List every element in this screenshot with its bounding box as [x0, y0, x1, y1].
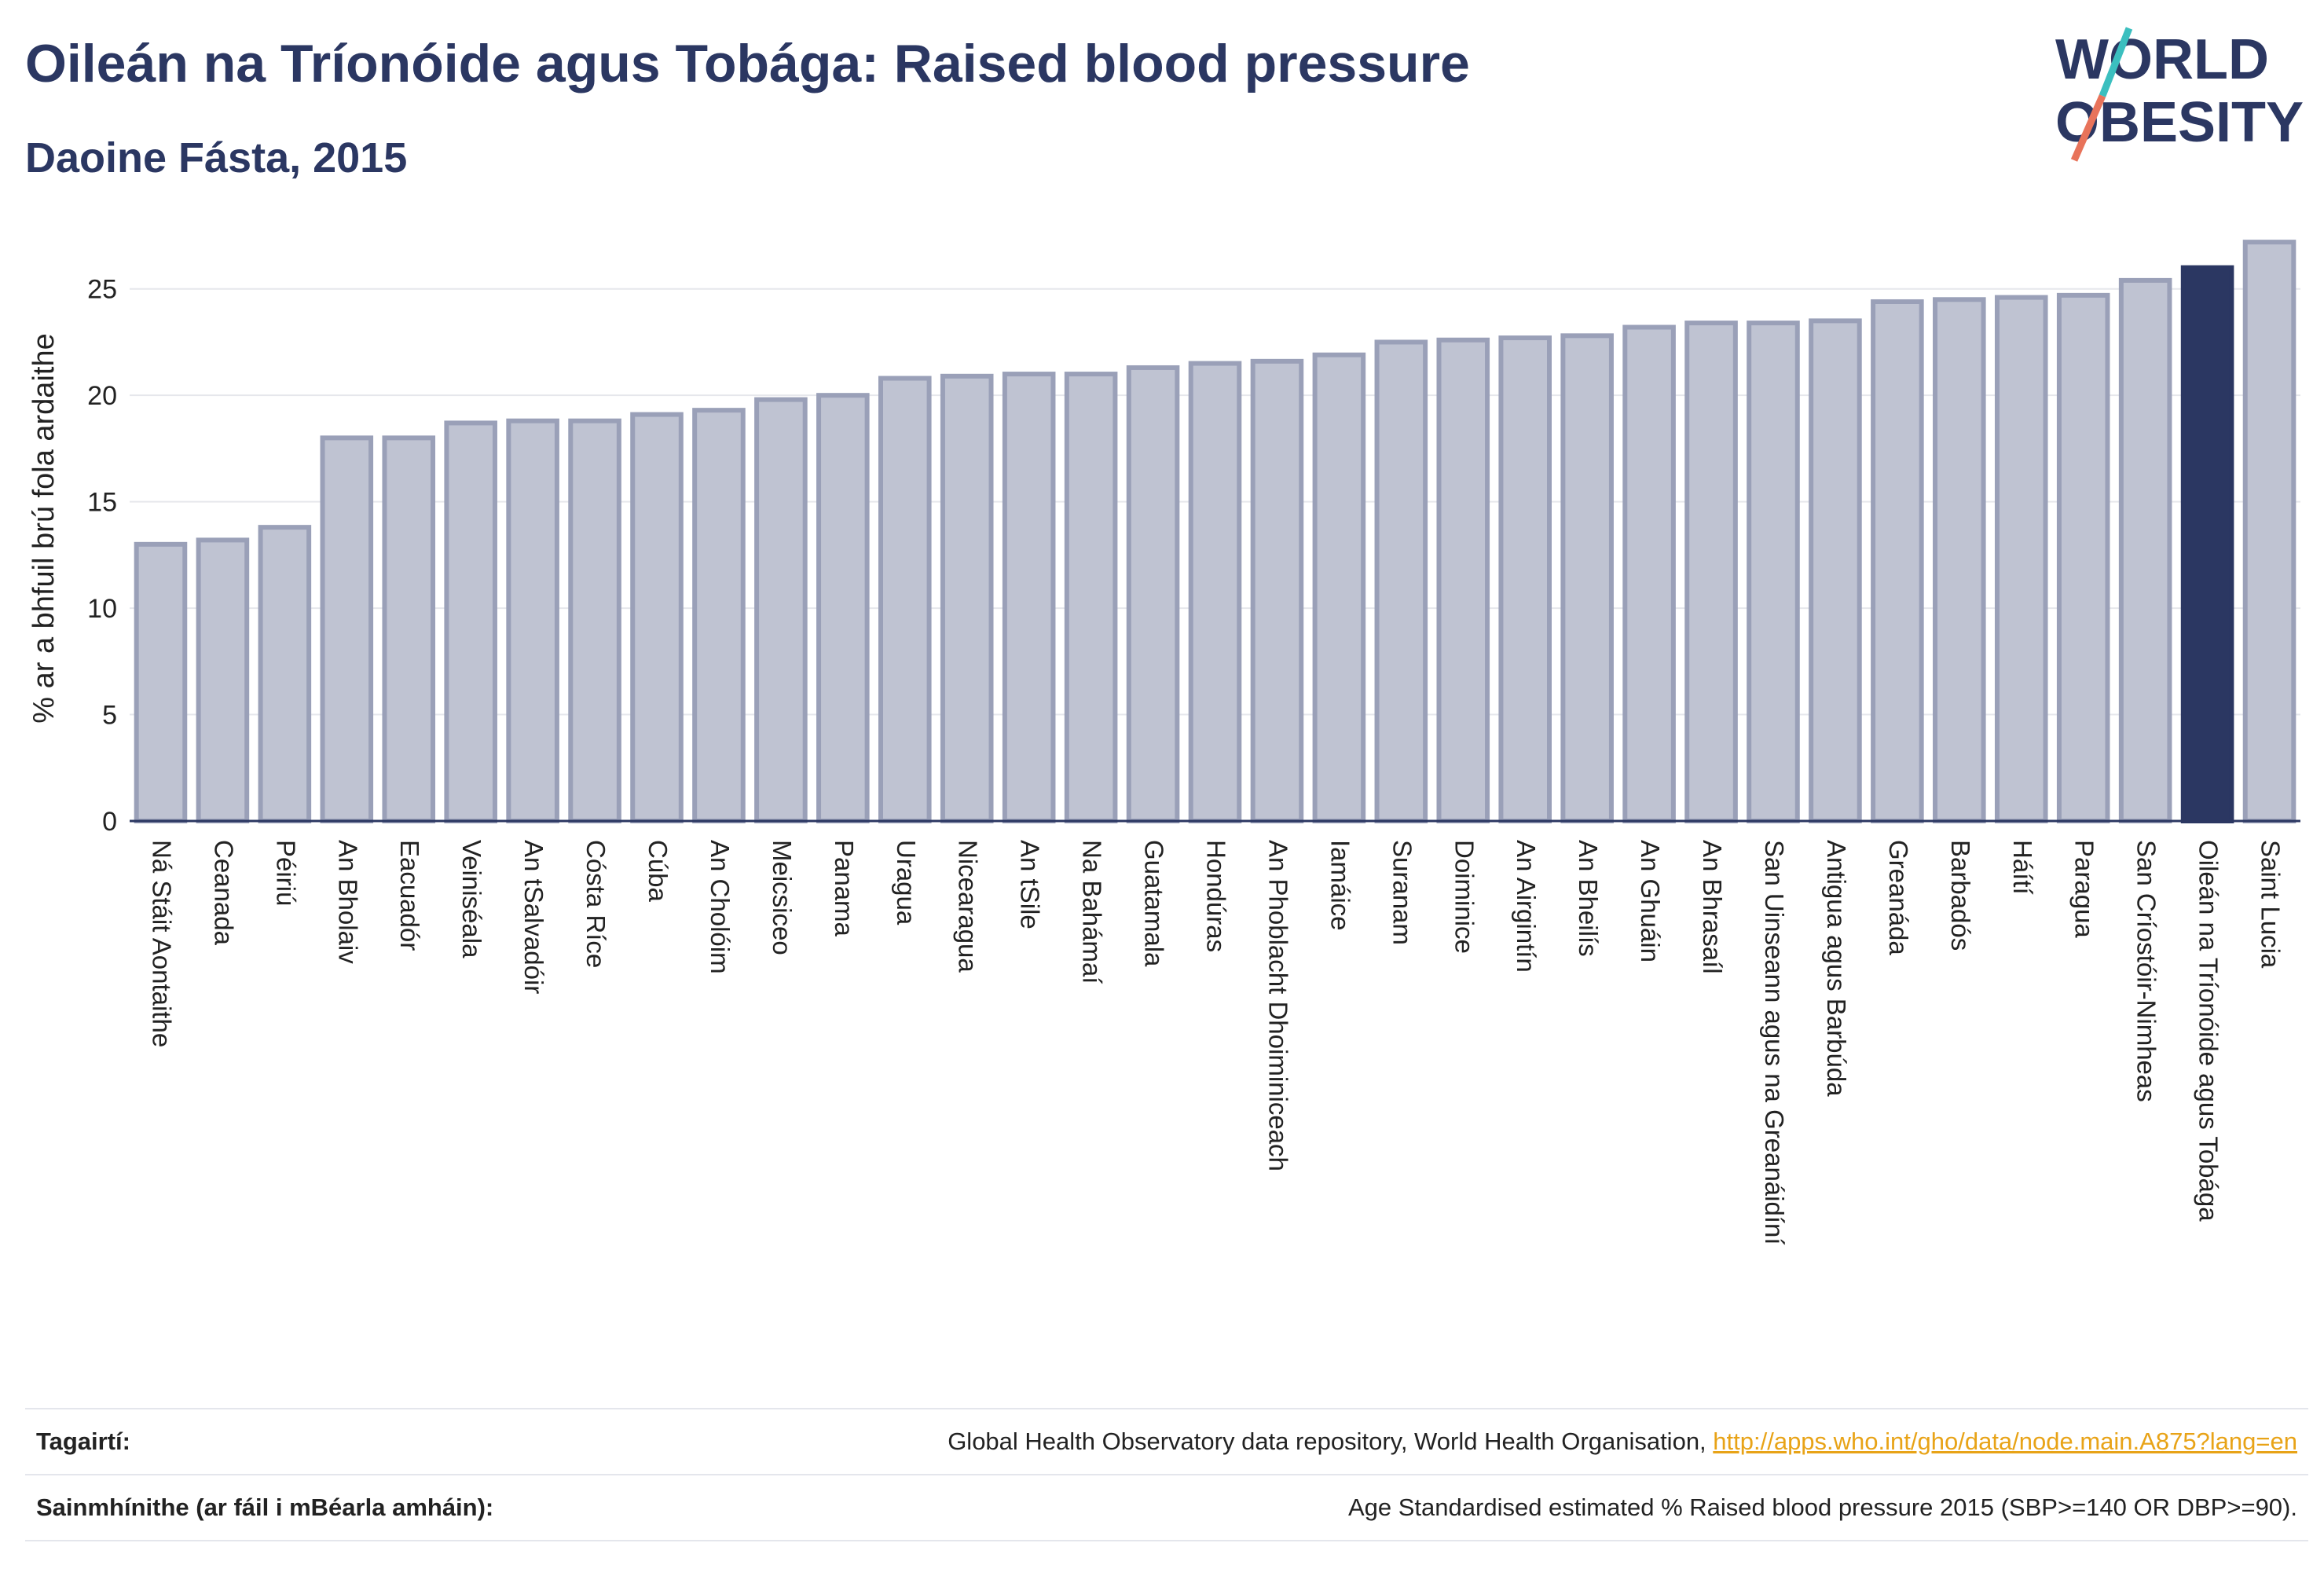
x-tick-label: An tSalvadóir	[519, 840, 548, 994]
y-tick-label: 20	[87, 381, 117, 411]
world-obesity-logo: WORLD OBESITY	[2055, 27, 2304, 162]
definitions-text: Age Standardised estimated % Raised bloo…	[1347, 1494, 2297, 1521]
y-axis-label: % ar a bhfuil brú fola ardaithe	[27, 333, 60, 723]
bar	[1064, 372, 1118, 824]
x-tick-label: Panama	[830, 840, 859, 937]
bar	[568, 418, 621, 823]
x-tick-label: Eacuadór	[395, 840, 424, 951]
bar	[1747, 321, 1800, 823]
bar-highlight	[2180, 265, 2234, 823]
x-tick-label: An Cholóim	[706, 840, 735, 974]
references-label: Tagairtí:	[36, 1428, 130, 1455]
x-tick-label: An Ghuáin	[1636, 840, 1665, 962]
x-tick-label: Doiminice	[1450, 840, 1479, 954]
y-tick-label: 25	[87, 275, 117, 305]
page-title: Oileán na Tríonóide agus Tobága: Raised …	[25, 34, 1470, 93]
x-tick-label: Péiriú	[271, 840, 300, 906]
bar	[630, 412, 684, 823]
bar	[506, 418, 559, 823]
x-tick-label: An tSile	[1016, 840, 1045, 929]
bar-chart: 0 5 10 15 20 25 Ná Stáit Aontaithe Ceanada Péir…	[27, 240, 2300, 1245]
x-tick-label: Meicsiceo	[768, 840, 797, 955]
page-subtitle: Daoine Fásta, 2015	[25, 134, 408, 181]
x-tick-label: An Airgintín	[1512, 840, 1541, 973]
x-tick-label: Ceanada	[209, 840, 238, 946]
logo-slash-teal	[2099, 27, 2133, 97]
bar	[1809, 318, 1862, 823]
bar	[1188, 361, 1242, 823]
x-tick-label: San Críostóir-Nimheas	[2132, 840, 2161, 1102]
bar	[1250, 358, 1304, 823]
x-tick-label: Guatamala	[1140, 840, 1169, 967]
references-text: Global Health Observatory data repositor…	[948, 1428, 1714, 1455]
y-tick-label: 0	[102, 807, 117, 837]
chart-bars	[134, 240, 2297, 824]
x-tick-label: An Bhrasaíl	[1698, 840, 1727, 974]
x-axis-ticks: Ná Stáit Aontaithe Ceanada Péiriú An Bholai…	[147, 840, 2285, 1245]
logo-slash-coral	[2070, 94, 2106, 162]
bar	[1374, 339, 1428, 824]
bar	[196, 537, 250, 824]
x-tick-label: Háítí	[2008, 840, 2037, 895]
x-tick-label: An Phoblacht Dhoiminiceach	[1263, 840, 1292, 1171]
bar	[1684, 321, 1738, 823]
bar	[878, 376, 932, 823]
x-tick-label: Iamáice	[1325, 840, 1354, 931]
bar	[940, 373, 994, 823]
x-tick-label: Cúba	[643, 840, 673, 903]
bar	[1436, 337, 1490, 823]
bar	[134, 541, 188, 823]
y-tick-label: 5	[102, 701, 117, 731]
bar	[1312, 352, 1366, 823]
x-tick-label: Ná Stáit Aontaithe	[147, 840, 176, 1047]
bar	[754, 397, 808, 824]
bar	[1560, 333, 1614, 823]
logo-text-line1: WORLD	[2055, 28, 2269, 91]
y-tick-label: 10	[87, 594, 117, 624]
footer-divider	[25, 1540, 2308, 1541]
x-tick-label: Saint Lucia	[2256, 840, 2286, 969]
bar	[1126, 365, 1180, 823]
bar	[2056, 292, 2110, 823]
bar	[1622, 324, 1676, 823]
bar	[816, 393, 870, 823]
bar	[692, 408, 746, 823]
references-value: Global Health Observatory data repositor…	[948, 1428, 2308, 1456]
x-tick-label: An Bheilís	[1574, 840, 1603, 957]
x-tick-label: Uragua	[892, 840, 921, 925]
x-tick-label: Oileán na Tríonóide agus Tobága	[2194, 840, 2223, 1222]
references-link[interactable]: http://apps.who.int/gho/data/node.main.A…	[1713, 1428, 2297, 1455]
bar	[2118, 277, 2172, 823]
y-axis-ticks: 0 5 10 15 20 25	[87, 275, 117, 837]
x-tick-label: An Bholaiv	[333, 840, 362, 964]
x-tick-label: Hondúras	[1202, 840, 1231, 952]
definitions-label: Sainmhínithe (ar fáil i mBéarla amháin):	[36, 1494, 494, 1521]
bar	[1498, 335, 1552, 823]
bar	[382, 435, 436, 823]
x-tick-label: Greanáda	[1884, 840, 1913, 955]
bar	[258, 525, 312, 823]
footer-definitions-row: Sainmhínithe (ar fáil i mBéarla amháin):…	[25, 1474, 2308, 1540]
bar	[444, 420, 497, 824]
bar	[1002, 372, 1056, 824]
bar	[2242, 240, 2297, 823]
bar	[1994, 295, 2048, 823]
bar	[1871, 299, 1924, 823]
x-tick-label: Nicearagua	[954, 840, 983, 973]
x-tick-label: Suranam	[1387, 840, 1417, 945]
x-tick-label: Barbadós	[1946, 840, 1975, 951]
y-tick-label: 15	[87, 488, 117, 518]
bar	[320, 435, 374, 823]
bar	[1933, 297, 1986, 824]
x-tick-label: Paragua	[2070, 840, 2099, 938]
x-tick-label: San Uinseann agus na Greanáidíní	[1760, 840, 1789, 1245]
x-tick-label: Cósta Ríce	[581, 840, 610, 968]
footer-references-row: Tagairtí: Global Health Observatory data…	[25, 1408, 2308, 1474]
x-tick-label: Veiniséala	[457, 840, 486, 958]
x-tick-label: Na Bahámaí	[1078, 840, 1107, 984]
x-tick-label: Antigua agus Barbúda	[1822, 840, 1851, 1097]
